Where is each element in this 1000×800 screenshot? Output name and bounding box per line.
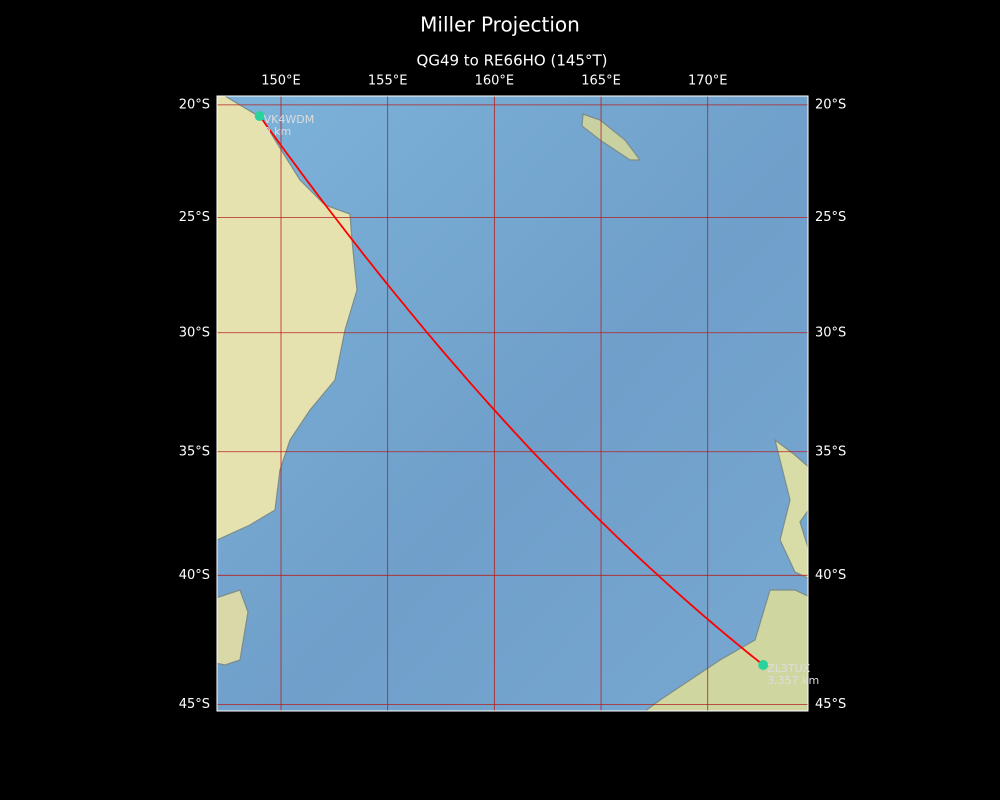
station-call: ZL3TUX (767, 662, 810, 675)
y-tick-label: 40°S (179, 568, 210, 583)
labels: 150°E 155°E 160°E 165°E 170°E 20°S 20°S 25°S 25°… (179, 74, 847, 712)
y-tick-label: 25°S (179, 210, 210, 225)
y-tick-label: 40°S (815, 568, 846, 583)
y-tick-label: 30°S (179, 325, 210, 340)
frame (216, 95, 809, 712)
y-tick-label: 20°S (179, 97, 210, 112)
station-marker (254, 111, 265, 122)
y-tick-label: 35°S (815, 444, 846, 459)
station-marker (758, 660, 769, 671)
y-tick-label: 20°S (815, 97, 846, 112)
y-tick-label: 45°S (179, 697, 210, 712)
route-layer (254, 111, 769, 671)
y-tick-label: 30°S (815, 325, 846, 340)
station-distance: 3,357 km (767, 674, 819, 687)
land (217, 96, 808, 711)
x-tick-label: 155°E (368, 74, 408, 89)
y-tick-label: 35°S (179, 444, 210, 459)
x-tick-label: 165°E (581, 74, 621, 89)
map-area (217, 96, 808, 711)
x-tick-label: 150°E (261, 74, 301, 89)
subtitle: QG49 to RE66HO (145°T) (417, 52, 608, 70)
station-distance: 0 km (264, 125, 292, 138)
route-line (258, 115, 764, 666)
x-tick-label: 170°E (688, 74, 728, 89)
y-tick-label: 25°S (815, 210, 846, 225)
title: Miller Projection (420, 13, 580, 37)
station-call: VK4WDM (264, 113, 315, 126)
grid (217, 96, 808, 711)
x-tick-label: 160°E (475, 74, 515, 89)
y-tick-label: 45°S (815, 697, 846, 712)
